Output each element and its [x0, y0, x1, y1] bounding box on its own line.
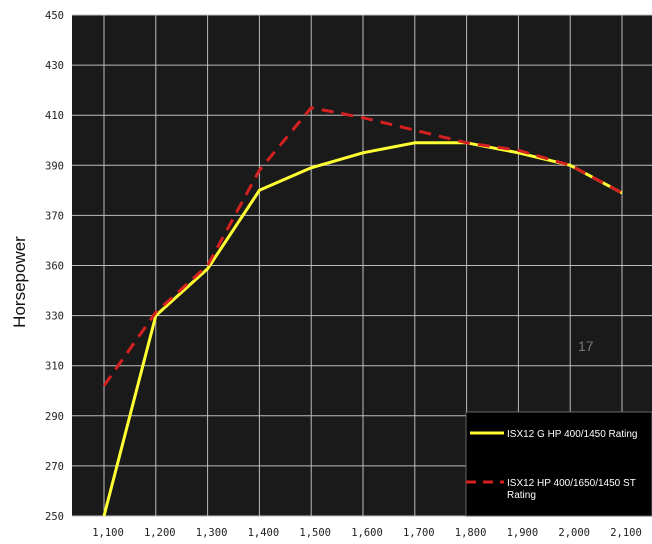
legend-label-series-2-line-1: ISX12 HP 400/1650/1450 ST: [507, 478, 636, 489]
x-tick-label: 1,900: [507, 527, 539, 539]
x-tick-label: 2,100: [610, 527, 642, 539]
y-tick-label: 250: [45, 511, 64, 523]
y-tick-label: 410: [45, 110, 64, 122]
series-lines: [102, 106, 623, 517]
y-tick-label: 310: [45, 361, 64, 373]
x-tick-label: 1,800: [455, 527, 487, 539]
y-tick-label: 270: [45, 461, 64, 473]
x-tick-label: 1,200: [144, 527, 176, 539]
series-line-1: [102, 141, 623, 517]
legend-label-series-1: ISX12 G HP 400/1450 Rating: [507, 429, 637, 440]
x-tick-label: 1,600: [351, 527, 383, 539]
x-tick-label: 1,700: [403, 527, 435, 539]
x-tick-label: 1,100: [92, 527, 124, 539]
y-axis-label: Horsepower: [10, 236, 29, 328]
y-tick-label: 450: [45, 10, 64, 22]
y-tick-label: 290: [45, 411, 64, 423]
legend: ISX12 G HP 400/1450 Rating ISX12 HP 400/…: [465, 411, 652, 517]
series-line-2: [102, 106, 623, 387]
legend-box: [465, 411, 652, 517]
x-tick-label: 1,400: [248, 527, 280, 539]
y-tick-label: 430: [45, 60, 64, 72]
tick-labels: 250 270 290 310 330 360 370 390 410 430 450 1,100 1,…: [45, 10, 642, 539]
legend-label-series-2-line-2: Rating: [507, 490, 536, 501]
legend-label-series-2: ISX12 HP 400/1650/1450 ST Rating: [507, 478, 638, 501]
x-tick-label: 2,000: [558, 527, 590, 539]
y-tick-label: 370: [45, 210, 64, 222]
x-tick-label: 1,300: [196, 527, 228, 539]
y-tick-label: 390: [45, 160, 64, 172]
y-tick-label: 330: [45, 311, 64, 323]
annotation-label: 17: [578, 338, 594, 354]
y-tick-label: 360: [45, 261, 64, 273]
x-tick-label: 1,500: [299, 527, 331, 539]
